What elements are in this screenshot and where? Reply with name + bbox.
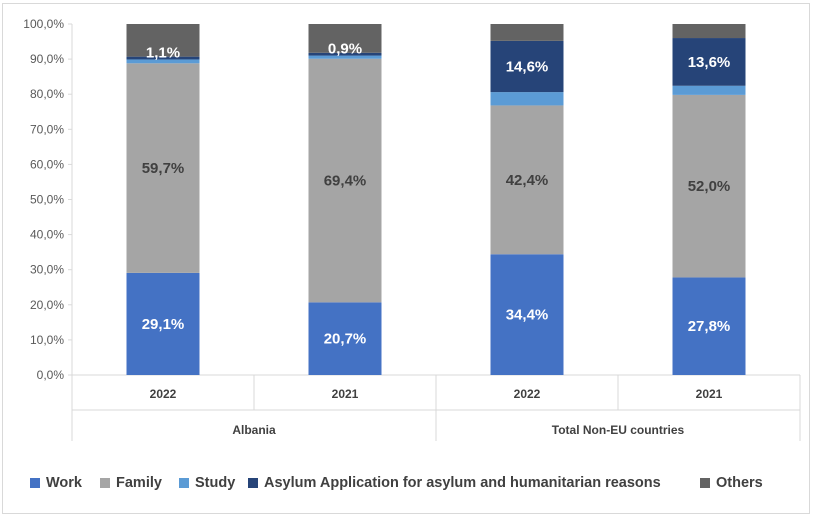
data-label: 69,4% <box>324 173 367 190</box>
legend-swatch <box>179 478 189 488</box>
y-tick-label: 10,0% <box>30 333 64 347</box>
data-label: 34,4% <box>506 307 549 324</box>
x-tick-label: 2022 <box>150 387 177 401</box>
legend-label: Work <box>46 475 82 491</box>
y-tick-label: 100,0% <box>23 17 64 31</box>
legend-label: Family <box>116 475 162 491</box>
legend-swatch <box>30 478 40 488</box>
chart-frame <box>2 3 810 514</box>
bar-segment-work <box>490 254 564 375</box>
legend-label: Others <box>716 475 763 491</box>
y-tick-label: 20,0% <box>30 298 64 312</box>
bar-segment-work <box>308 302 382 375</box>
legend-label: Asylum Application for asylum and humani… <box>264 475 661 491</box>
x-tick-label: 2021 <box>696 387 723 401</box>
x-group-label: Albania <box>232 423 276 437</box>
data-label: 14,6% <box>506 58 549 75</box>
data-label: 1,1% <box>146 44 180 61</box>
data-label: 13,6% <box>688 54 731 71</box>
bar-segment-family <box>126 63 200 273</box>
bar-segment-study <box>490 92 564 106</box>
legend-item: Family <box>100 472 162 494</box>
bar-segment-asylum <box>672 38 746 86</box>
y-tick-label: 90,0% <box>30 52 64 66</box>
bar-segment-asylum <box>308 52 382 56</box>
bar-segment-family <box>308 58 382 303</box>
bar-segment-others <box>308 24 382 53</box>
legend-item: Study <box>179 472 235 494</box>
bar-segment-study <box>308 55 382 59</box>
data-label: 27,8% <box>688 318 731 335</box>
bar-segment-asylum <box>490 40 564 93</box>
legend-item: Work <box>30 472 82 494</box>
y-tick-label: 0,0% <box>37 368 65 382</box>
legend-item: Others <box>700 472 763 494</box>
x-tick-label: 2021 <box>332 387 359 401</box>
x-tick-label: 2022 <box>514 387 541 401</box>
bar-segment-family <box>672 94 746 278</box>
bar-segment-others <box>490 24 564 41</box>
bar-segment-others <box>126 24 200 57</box>
legend-swatch <box>100 478 110 488</box>
y-tick-label: 80,0% <box>30 87 64 101</box>
bar-segment-work <box>126 272 200 375</box>
data-label: 0,9% <box>328 41 362 58</box>
bar-segment-study <box>672 85 746 95</box>
y-tick-label: 50,0% <box>30 193 64 207</box>
data-label: 59,7% <box>142 160 185 177</box>
y-tick-label: 60,0% <box>30 157 64 171</box>
data-label: 52,0% <box>688 178 731 195</box>
bar-segment-study <box>126 59 200 64</box>
legend-item: Asylum Application for asylum and humani… <box>248 472 661 494</box>
x-group-label: Total Non-EU countries <box>552 423 685 437</box>
bar-segment-asylum <box>126 56 200 60</box>
legend-swatch <box>248 478 258 488</box>
legend-label: Study <box>195 475 236 491</box>
bar-segment-work <box>672 277 746 375</box>
y-tick-label: 30,0% <box>30 263 64 277</box>
data-label: 20,7% <box>324 331 367 348</box>
legend-swatch <box>700 478 710 488</box>
data-label: 29,1% <box>142 316 185 333</box>
y-tick-label: 40,0% <box>30 228 64 242</box>
data-label: 42,4% <box>506 172 549 189</box>
y-tick-label: 70,0% <box>30 122 64 136</box>
bar-segment-others <box>672 24 746 39</box>
bar-segment-family <box>490 105 564 255</box>
